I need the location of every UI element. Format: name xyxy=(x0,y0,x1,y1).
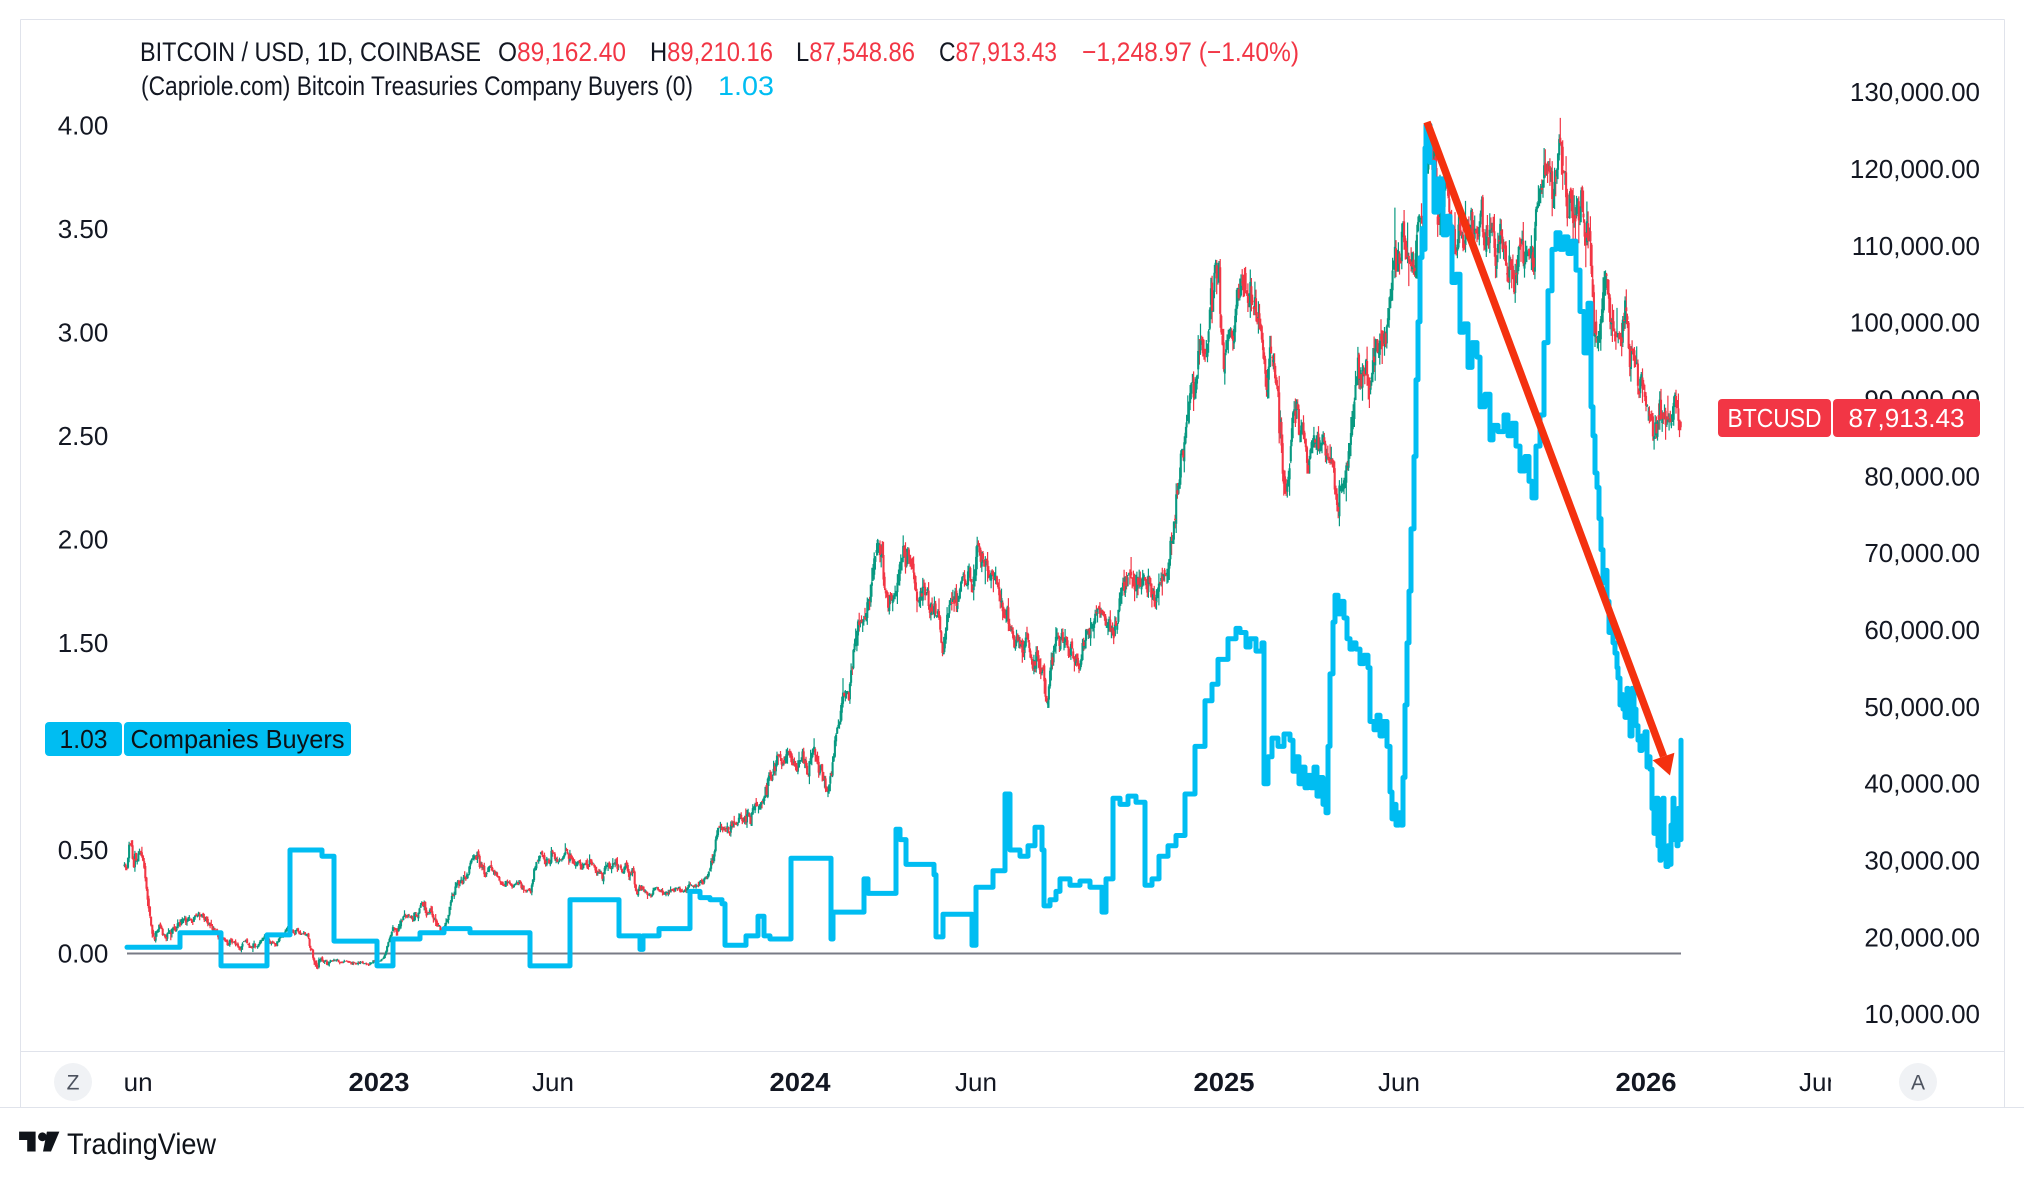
svg-text:2.50: 2.50 xyxy=(58,421,109,451)
svg-text:1.03: 1.03 xyxy=(60,724,108,754)
svg-text:2.00: 2.00 xyxy=(58,525,109,555)
svg-text:30,000.00: 30,000.00 xyxy=(1864,846,1980,876)
svg-text:O89,162.40: O89,162.40 xyxy=(498,37,626,67)
svg-text:2024: 2024 xyxy=(770,1067,832,1097)
svg-text:Jun: Jun xyxy=(532,1067,574,1097)
svg-text:BTCUSD: BTCUSD xyxy=(1728,403,1822,433)
svg-text:70,000.00: 70,000.00 xyxy=(1864,538,1980,568)
svg-text:100,000.00: 100,000.00 xyxy=(1850,308,1980,338)
svg-text:0.00: 0.00 xyxy=(58,939,109,969)
svg-text:2023: 2023 xyxy=(349,1067,410,1097)
svg-text:130,000.00: 130,000.00 xyxy=(1850,77,1980,107)
svg-text:Jun: Jun xyxy=(1378,1067,1420,1097)
svg-text:BITCOIN / USD, 1D, COINBASE: BITCOIN / USD, 1D, COINBASE xyxy=(140,37,481,67)
svg-text:3.00: 3.00 xyxy=(58,317,109,347)
svg-text:1.03: 1.03 xyxy=(718,71,774,101)
svg-text:4.00: 4.00 xyxy=(58,110,109,140)
svg-text:10,000.00: 10,000.00 xyxy=(1864,999,1980,1029)
svg-text:80,000.00: 80,000.00 xyxy=(1864,461,1980,491)
svg-text:20,000.00: 20,000.00 xyxy=(1864,922,1980,952)
svg-text:Jun: Jun xyxy=(111,1067,153,1097)
svg-text:1.50: 1.50 xyxy=(58,628,109,658)
svg-text:120,000.00: 120,000.00 xyxy=(1850,154,1980,184)
svg-text:3.50: 3.50 xyxy=(58,214,109,244)
svg-text:−1,248.97 (−1.40%): −1,248.97 (−1.40%) xyxy=(1082,37,1299,67)
svg-text:A: A xyxy=(1911,1072,1925,1095)
svg-text:Companies Buyers: Companies Buyers xyxy=(131,724,345,754)
svg-text:60,000.00: 60,000.00 xyxy=(1864,615,1980,645)
svg-text:2025: 2025 xyxy=(1194,1067,1255,1097)
svg-text:2026: 2026 xyxy=(1616,1067,1677,1097)
svg-text:TradingView: TradingView xyxy=(67,1128,216,1161)
svg-text:Jun: Jun xyxy=(955,1067,997,1097)
svg-text:110,000.00: 110,000.00 xyxy=(1852,231,1980,261)
svg-text:Jun: Jun xyxy=(1799,1067,1841,1097)
svg-text:87,913.43: 87,913.43 xyxy=(1849,403,1965,433)
svg-text:40,000.00: 40,000.00 xyxy=(1864,769,1980,799)
svg-text:(Capriole.com) Bitcoin Treasur: (Capriole.com) Bitcoin Treasuries Compan… xyxy=(141,71,693,101)
svg-text:50,000.00: 50,000.00 xyxy=(1864,692,1980,722)
svg-text:H89,210.16: H89,210.16 xyxy=(650,37,773,67)
svg-text:C87,913.43: C87,913.43 xyxy=(939,37,1057,67)
svg-text:L87,548.86: L87,548.86 xyxy=(796,37,915,67)
svg-text:Z: Z xyxy=(67,1072,80,1095)
svg-text:0.50: 0.50 xyxy=(58,835,109,865)
